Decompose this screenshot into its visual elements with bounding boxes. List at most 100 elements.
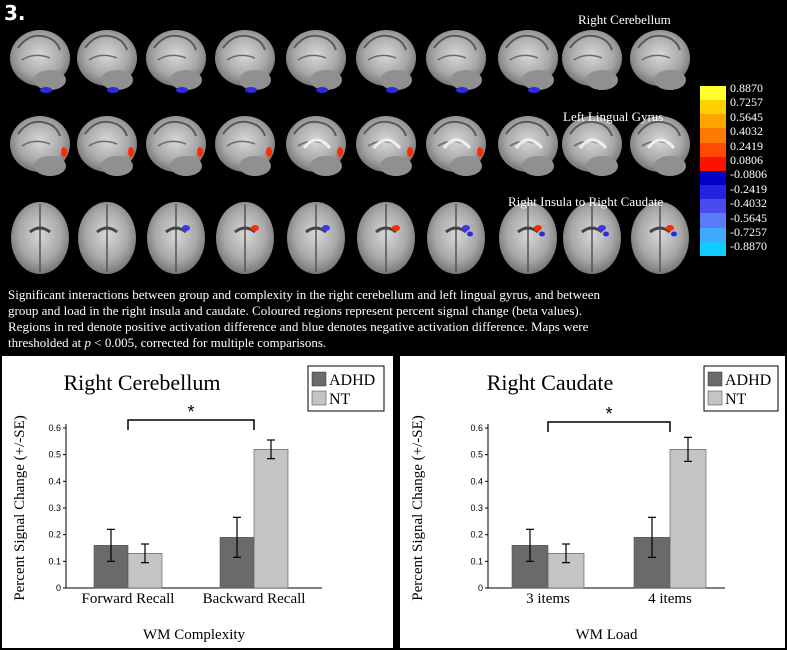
brain-slice	[631, 202, 689, 274]
cerebellum-shape	[34, 156, 66, 176]
legend-swatch	[311, 371, 327, 387]
brain-slice	[147, 202, 205, 274]
brain-row-label: Right Insula to Right Caudate	[508, 194, 664, 209]
brain-slice	[562, 116, 622, 176]
significance-bracket	[127, 419, 255, 430]
ventricle-shape	[578, 138, 608, 150]
activation-blob	[477, 147, 483, 157]
brain-slices-panel	[10, 30, 690, 274]
activation-blob	[197, 147, 203, 157]
brain-slice	[356, 30, 416, 93]
activation-blob	[407, 147, 413, 157]
sulcus-line	[297, 54, 327, 61]
sulcus-line	[293, 34, 337, 51]
activation-blob	[182, 225, 190, 231]
ventricle-shape	[649, 226, 671, 234]
brain-slice	[146, 30, 206, 93]
brain-slice	[426, 116, 486, 176]
brain-slice	[630, 30, 690, 90]
activation-blob	[128, 147, 134, 157]
colorbar-segment	[700, 185, 726, 200]
sulcus-line	[21, 54, 51, 61]
caption-line: Significant interactions between group a…	[8, 287, 601, 302]
y-tick-label: 0.6	[48, 423, 61, 433]
brain-slice	[630, 116, 690, 176]
sulcus-line	[17, 34, 61, 51]
activation-blob	[386, 87, 398, 93]
ventricle-shape	[375, 226, 397, 234]
brain-slice	[77, 30, 137, 93]
cerebellum-shape	[101, 156, 133, 176]
activation-blob	[392, 225, 400, 231]
bar	[669, 449, 707, 589]
activation-blob	[456, 87, 468, 93]
x-tick-label: 4 items	[648, 591, 692, 607]
brain-slice	[216, 202, 274, 274]
sulcus-line	[641, 54, 671, 61]
colorbar-label: 0.2419	[730, 138, 763, 153]
ventricle-shape	[305, 226, 327, 234]
colorbar-label: 0.4032	[730, 124, 763, 139]
y-axis-label: Percent Signal Change (+/-SE)	[410, 415, 426, 601]
activation-blob	[528, 87, 540, 93]
sulcus-line	[637, 120, 681, 137]
colorbar-segment	[700, 213, 726, 228]
sulcus-line	[505, 34, 549, 51]
ventricle-shape	[96, 226, 118, 234]
colorbar-label: -0.2419	[730, 181, 767, 196]
brain-slice	[10, 116, 70, 176]
chart-right-caudate: Right Caudate ADHD NT Percent Signal Change…	[400, 356, 785, 648]
brain-row-label: Left Lingual Gyrus	[563, 109, 664, 124]
cerebellum-shape	[239, 156, 271, 176]
colorbar-label: 0.7257	[730, 95, 763, 110]
activation-blob	[671, 231, 677, 237]
cerebellum-shape	[586, 70, 618, 90]
ventricle-shape	[165, 226, 187, 234]
activation-blob	[61, 147, 67, 157]
colorbar-label: -0.7257	[730, 225, 767, 239]
chart-svg: Right Caudate ADHD NT Percent Signal Change…	[410, 365, 779, 643]
ventricle-shape	[646, 138, 676, 150]
brain-slice	[77, 116, 137, 176]
y-tick-label: 0.5	[470, 450, 483, 460]
brain-slice	[286, 116, 346, 176]
x-axis-label: WM Load	[575, 627, 638, 643]
x-tick-label: Backward Recall	[203, 591, 306, 607]
significance-bracket	[547, 421, 671, 432]
sulcus-line	[88, 140, 118, 147]
brain-slice	[146, 116, 206, 176]
activation-blob	[462, 225, 470, 231]
colorbar-segment	[700, 114, 726, 129]
colorbar-segment	[700, 241, 726, 256]
figure-caption: Significant interactions between group a…	[8, 287, 778, 351]
sulcus-line	[153, 34, 197, 51]
y-tick-label: 0.2	[48, 530, 61, 540]
colorbar-segment	[700, 142, 726, 157]
chart-svg: Right Cerebellum ADHD NT Percent Signal Cha…	[12, 365, 385, 643]
activation-blob	[539, 231, 545, 237]
y-tick-label: 0.4	[48, 476, 61, 486]
y-tick-label: 0	[56, 583, 61, 593]
cerebellum-shape	[654, 70, 686, 90]
cerebellum-shape	[101, 70, 133, 90]
brain-slice	[562, 30, 622, 90]
brain-slice	[10, 30, 70, 93]
activation-blob	[107, 87, 119, 93]
cerebellum-shape	[310, 70, 342, 90]
sulcus-line	[505, 120, 549, 137]
sulcus-line	[433, 120, 477, 137]
ventricle-shape	[234, 226, 256, 234]
brain-slice	[563, 202, 621, 274]
brain-slice	[499, 202, 557, 274]
caption-line: thresholded at p < 0.005, corrected for …	[8, 335, 327, 350]
bar	[253, 449, 289, 589]
sulcus-line	[157, 140, 187, 147]
cerebellum-shape	[522, 156, 554, 176]
y-tick-label: 0.1	[48, 556, 61, 566]
ventricle-shape	[445, 226, 467, 234]
colorbar-label: 0.0806	[730, 153, 763, 167]
y-axis-label: Percent Signal Change (+/-SE)	[12, 415, 28, 601]
brain-row-label: Right Cerebellum	[578, 12, 671, 27]
cerebellum-shape	[239, 70, 271, 90]
sulcus-line	[569, 120, 613, 137]
